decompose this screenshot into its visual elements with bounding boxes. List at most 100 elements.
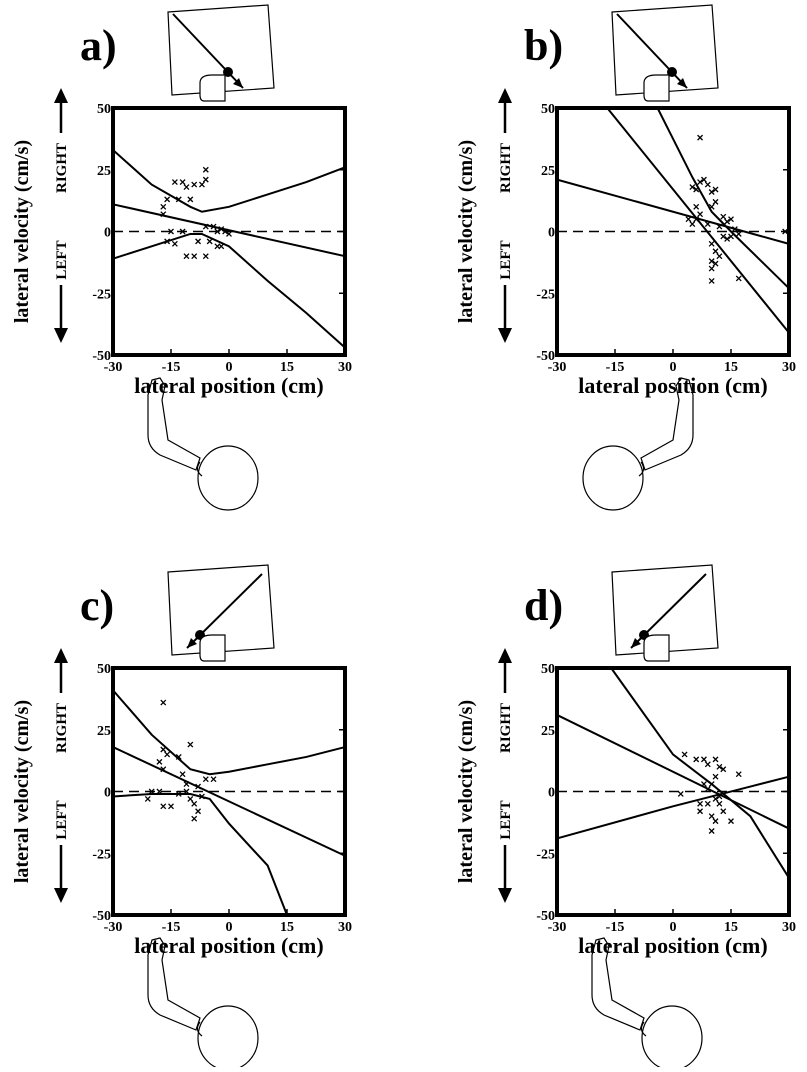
ear (196, 1021, 203, 1037)
person (147, 377, 259, 511)
data-point (697, 179, 704, 186)
fit-line (610, 667, 790, 879)
direction-label: LEFT (498, 800, 514, 839)
arm (147, 937, 201, 1031)
ear (638, 461, 645, 477)
data-point (164, 751, 171, 758)
y-tick-label: 0 (104, 786, 111, 801)
data-point (712, 198, 719, 205)
direction-label: RIGHT (54, 703, 70, 753)
y-tick-label: -50 (92, 909, 111, 924)
data-point (700, 176, 707, 183)
data-point (693, 216, 700, 223)
data-point (697, 134, 704, 141)
fit-line (556, 714, 790, 830)
y-tick-label: -25 (92, 287, 111, 302)
data-point (160, 203, 167, 210)
data-point (716, 253, 723, 260)
y-axis-label: lateral velocity (cm/s) (11, 700, 33, 883)
mouse (199, 74, 226, 102)
x-tick-label: 15 (280, 360, 294, 375)
data-point (198, 793, 205, 800)
data-point (712, 260, 719, 267)
data-point (191, 800, 198, 807)
data-point (175, 791, 182, 797)
data-point (175, 196, 182, 203)
data-point (222, 228, 229, 235)
direction-arrow-head (498, 888, 512, 903)
data-point (183, 781, 190, 788)
data-point (700, 756, 707, 763)
arrow-head (233, 78, 243, 88)
data-point (708, 813, 715, 820)
x-tick-label: -15 (606, 920, 625, 935)
table (611, 4, 719, 96)
data-point (689, 221, 696, 228)
data-point (156, 758, 163, 765)
direction-label: LEFT (54, 240, 70, 279)
y-tick-label: -50 (536, 349, 555, 364)
data-point (171, 240, 178, 247)
y-axis-label: lateral velocity (cm/s) (11, 140, 33, 323)
data-point (708, 828, 715, 834)
x-tick-label: -15 (606, 360, 625, 375)
data-point (160, 803, 167, 810)
x-tick-label: -30 (104, 360, 123, 375)
data-point (202, 176, 209, 183)
data-point (677, 791, 684, 797)
y-tick-label: 50 (97, 662, 111, 677)
panel-label: b) (524, 21, 563, 70)
y-tick-label: 50 (541, 102, 555, 117)
y-tick-label: -25 (92, 847, 111, 862)
data-point (728, 818, 734, 825)
data-point (712, 756, 719, 763)
fit-line (656, 107, 790, 290)
y-tick-label: 0 (104, 226, 111, 241)
table-sketch (611, 564, 719, 662)
data-point (202, 223, 209, 230)
data-point (179, 228, 186, 235)
data-point (708, 189, 715, 195)
x-tick-label: -30 (548, 920, 567, 935)
y-tick-label: 25 (541, 164, 555, 179)
plot-frame (111, 666, 347, 917)
data-point (735, 231, 742, 237)
data-point (704, 786, 711, 792)
data-point (693, 203, 700, 210)
data-point (712, 186, 719, 193)
data-point (716, 763, 723, 770)
y-tick-label: 25 (541, 724, 555, 739)
data-point (195, 783, 202, 790)
data-point (183, 253, 190, 260)
data-point (724, 218, 731, 225)
y-tick-label: -50 (536, 909, 555, 924)
data-point (179, 771, 186, 778)
mouse (643, 634, 670, 662)
y-tick-label: 25 (97, 164, 111, 179)
data-point (218, 243, 225, 250)
data-point (708, 240, 715, 247)
x-tick-label: -30 (104, 920, 123, 935)
data-point (728, 216, 734, 223)
data-point (198, 181, 205, 188)
x-tick-label: -30 (548, 360, 567, 375)
direction-arrow-head (498, 328, 512, 343)
data-point (735, 275, 742, 282)
y-tick-label: -25 (536, 287, 555, 302)
data-point (712, 795, 719, 802)
x-tick-label: 0 (226, 360, 233, 375)
data-point (210, 223, 217, 230)
table (611, 564, 719, 656)
panel-label: c) (80, 581, 114, 630)
data-point (202, 253, 209, 260)
ear (640, 1021, 647, 1037)
data-point (187, 795, 194, 802)
direction-arrow-head (54, 328, 68, 343)
data-point (206, 238, 213, 245)
data-point (708, 265, 715, 272)
data-point (704, 761, 711, 768)
x-tick-label: -15 (162, 360, 181, 375)
direction-arrow-head (498, 88, 512, 103)
data-point (160, 746, 167, 753)
